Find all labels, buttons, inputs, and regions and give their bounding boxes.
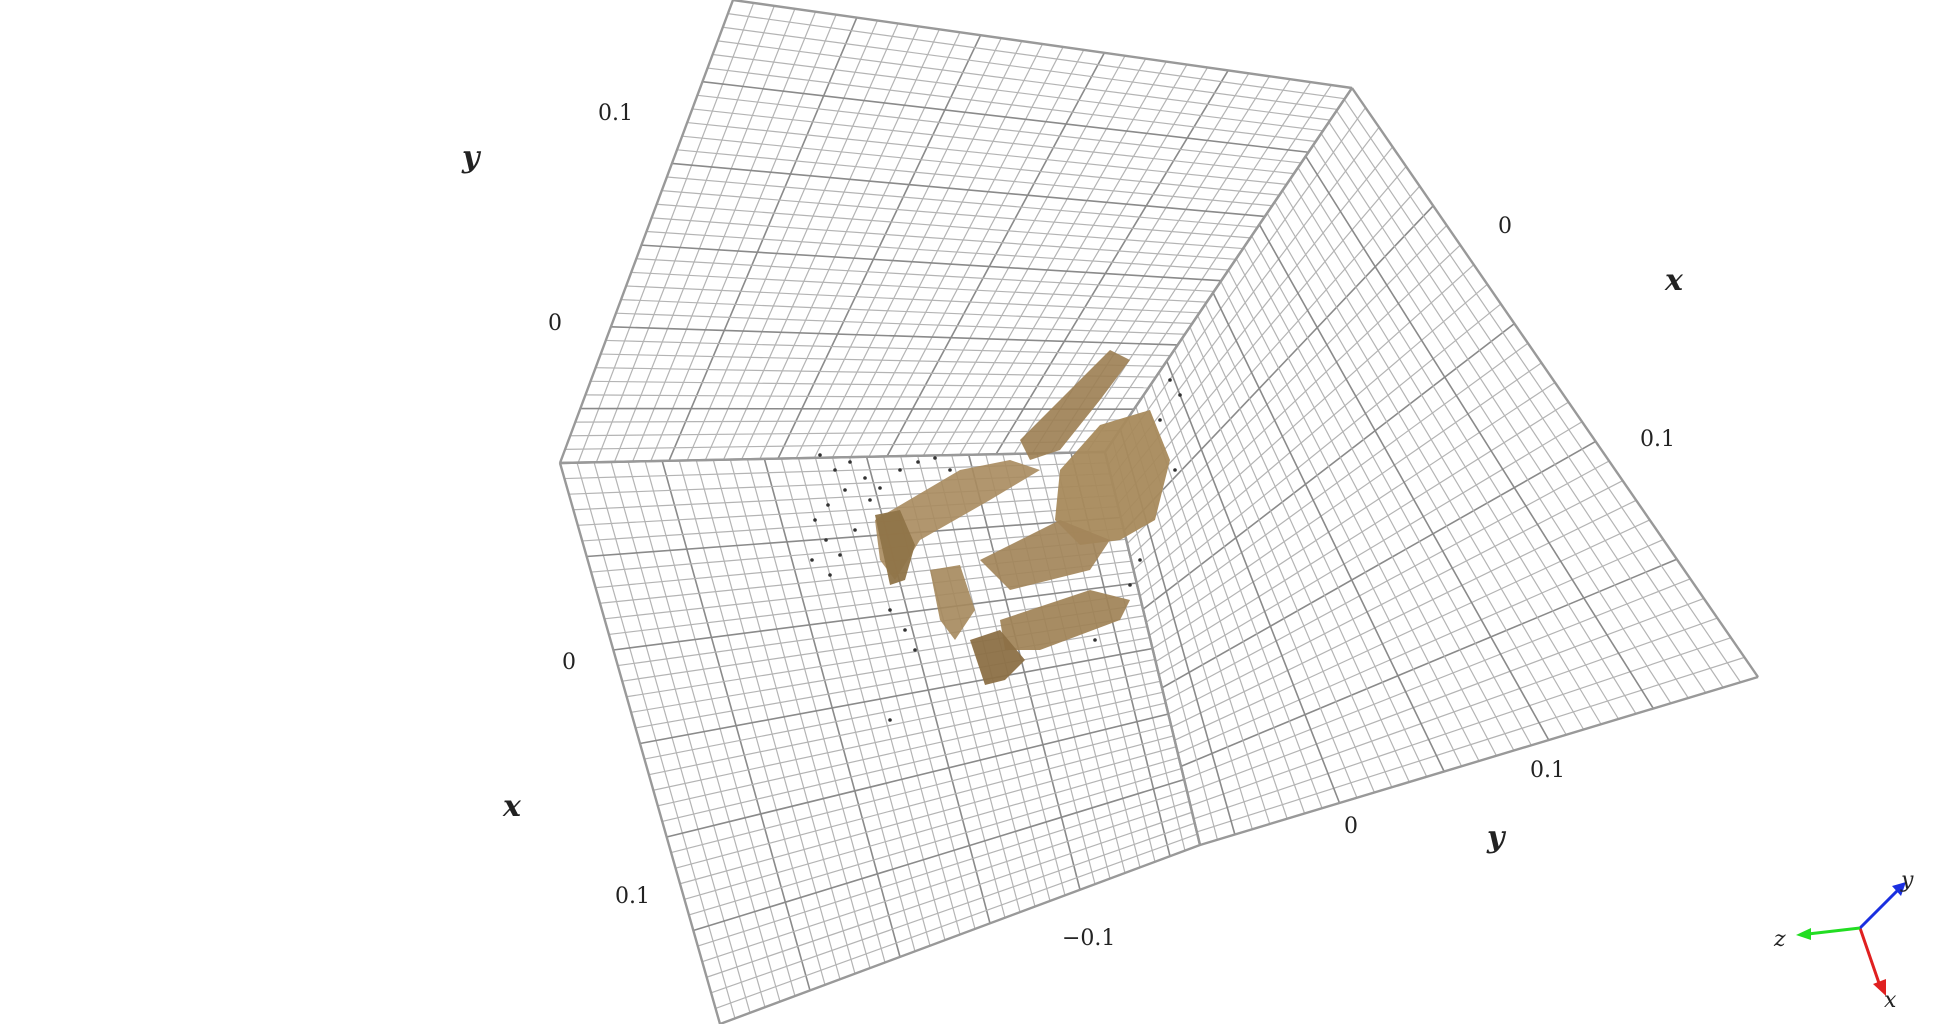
cloud-point: [1093, 638, 1097, 642]
cloud-point: [833, 468, 837, 472]
cloud-point: [1128, 583, 1132, 587]
cloud-point: [888, 608, 892, 612]
cloud-point: [810, 558, 814, 562]
cloud-point: [1138, 558, 1142, 562]
orientation-gizmo: x y z: [1773, 868, 1914, 1013]
right-x-tick-0: 0: [1498, 214, 1512, 239]
right-x-tick-0.1: 0.1: [1640, 427, 1675, 452]
gizmo-y-arrow: [1858, 882, 1906, 930]
point-cloud: [810, 350, 1182, 722]
gizmo-x-arrow: [1858, 927, 1886, 996]
cloud-point: [838, 553, 842, 557]
cloud-point: [1173, 468, 1177, 472]
cloud-point: [888, 718, 892, 722]
upper-wall-axis-label: y: [461, 140, 482, 175]
gizmo-y-label: y: [1900, 868, 1914, 893]
cloud-point: [863, 476, 867, 480]
cloud-point: [878, 486, 882, 490]
upper-y-tick-0.1: 0.1: [598, 101, 633, 126]
gizmo-z-label: z: [1773, 927, 1786, 952]
cloud-point: [1158, 418, 1162, 422]
cloud-point: [826, 503, 830, 507]
cloud-point: [813, 518, 817, 522]
cloud-front-bar: [1000, 590, 1130, 650]
cloud-point: [848, 460, 852, 464]
cloud-slab-main: [1055, 410, 1170, 545]
floor-bottom-axis-label: y: [1486, 820, 1507, 855]
floor-x-tick-0.1: 0.1: [615, 884, 650, 909]
cloud-point: [1178, 393, 1182, 397]
grid-upper-wall: [558, 0, 1353, 465]
floor-left-axis-label: x: [502, 789, 522, 824]
cloud-point: [913, 648, 917, 652]
cloud-left-block: [875, 510, 915, 585]
cloud-corner: [930, 565, 975, 640]
cloud-back-strip: [1020, 350, 1130, 460]
cloud-point: [933, 456, 937, 460]
grid-right-wall: [1103, 87, 1759, 847]
cloud-front-block: [970, 630, 1025, 685]
cloud-point: [818, 453, 822, 457]
cloud-point: [903, 628, 907, 632]
cloud-mid-bar: [980, 520, 1110, 590]
gizmo-z-arrow: [1796, 926, 1861, 940]
cloud-point: [948, 468, 952, 472]
floor-y-tick-0: 0: [1344, 814, 1358, 839]
cloud-point: [824, 538, 828, 542]
upper-y-tick-0: 0: [548, 311, 562, 336]
floor-y-tick-neg0.1: −0.1: [1062, 926, 1115, 951]
cloud-point: [853, 528, 857, 532]
cloud-point: [868, 498, 872, 502]
cloud-point: [843, 488, 847, 492]
cloud-point: [1168, 378, 1172, 382]
right-wall-axis-label: x: [1664, 263, 1684, 298]
grid-panels: [558, 0, 1759, 1024]
cloud-point: [898, 468, 902, 472]
floor-x-tick-0: 0: [562, 650, 576, 675]
cloud-point: [828, 573, 832, 577]
cloud-point: [916, 460, 920, 464]
floor-y-tick-0.1: 0.1: [1530, 758, 1565, 783]
cloud-left-arm: [875, 460, 1040, 580]
gizmo-x-label: x: [1884, 988, 1897, 1013]
